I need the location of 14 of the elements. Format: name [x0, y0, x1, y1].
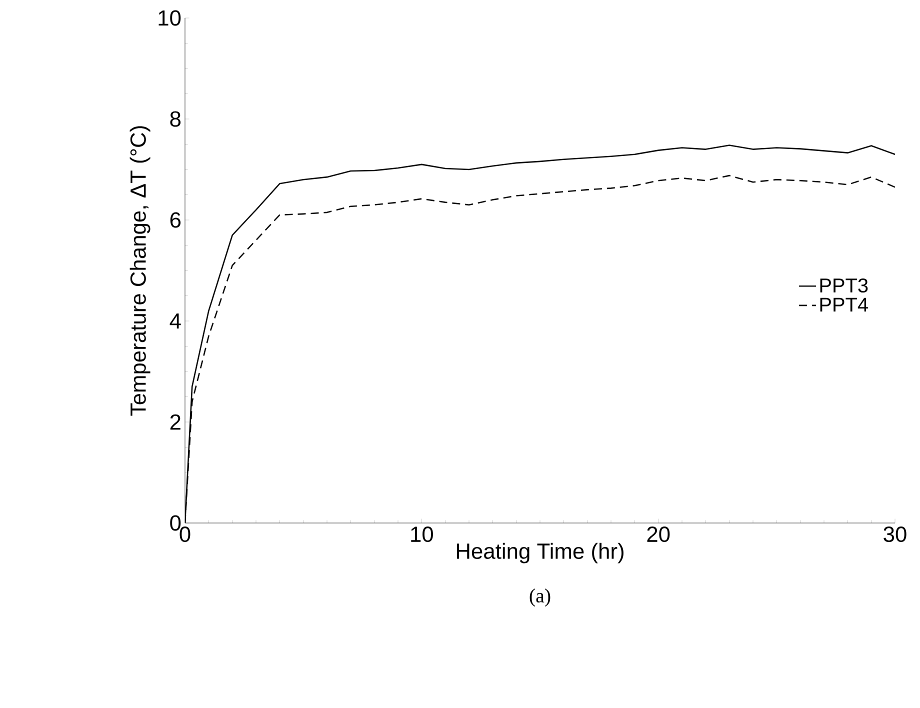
x-axis-title: Heating Time (hr): [456, 542, 624, 564]
x-tick-label: 10: [411, 526, 433, 542]
x-tick-label: 20: [647, 526, 670, 542]
text: (a): [530, 588, 550, 607]
y-tick-label: 6: [170, 212, 181, 228]
y-tick-label: 8: [170, 111, 181, 127]
x-tick-label: 30: [884, 526, 906, 542]
y-tick-label: 4: [170, 313, 181, 329]
y-tick-label: 2: [170, 414, 180, 430]
y-axis-title: Temperature Change, ΔT (°C): [130, 126, 150, 416]
y-tick-label: 10: [158, 10, 181, 26]
legend-label: PPT4: [820, 298, 868, 312]
y-tick-label: 0: [170, 515, 181, 531]
legend-label: PPT3: [820, 278, 868, 293]
